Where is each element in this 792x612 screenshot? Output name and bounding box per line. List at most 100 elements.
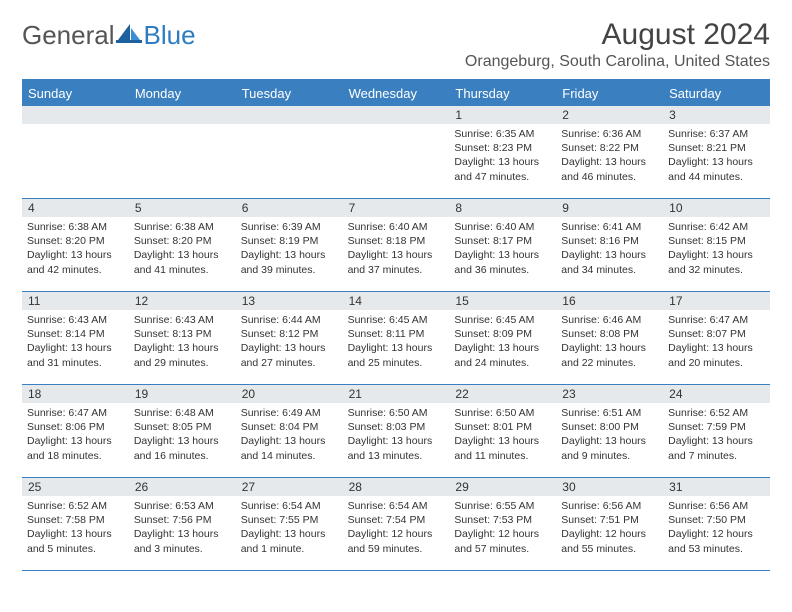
- day-number: [129, 106, 236, 124]
- sunset-text: Sunset: 7:55 PM: [241, 513, 338, 527]
- day-cell: 14Sunrise: 6:45 AMSunset: 8:11 PMDayligh…: [343, 292, 450, 384]
- day-cell: 18Sunrise: 6:47 AMSunset: 8:06 PMDayligh…: [22, 385, 129, 477]
- sunset-text: Sunset: 8:08 PM: [561, 327, 658, 341]
- day-number: 9: [556, 199, 663, 217]
- sunrise-text: Sunrise: 6:37 AM: [668, 127, 765, 141]
- daylight-text: Daylight: 13 hours and 31 minutes.: [27, 341, 124, 369]
- week-row: 18Sunrise: 6:47 AMSunset: 8:06 PMDayligh…: [22, 385, 770, 478]
- sunrise-text: Sunrise: 6:38 AM: [134, 220, 231, 234]
- daylight-text: Daylight: 12 hours and 59 minutes.: [348, 527, 445, 555]
- sunrise-text: Sunrise: 6:43 AM: [134, 313, 231, 327]
- day-body: Sunrise: 6:51 AMSunset: 8:00 PMDaylight:…: [556, 403, 663, 467]
- day-cell: 11Sunrise: 6:43 AMSunset: 8:14 PMDayligh…: [22, 292, 129, 384]
- sunset-text: Sunset: 7:56 PM: [134, 513, 231, 527]
- daylight-text: Daylight: 13 hours and 3 minutes.: [134, 527, 231, 555]
- daylight-text: Daylight: 13 hours and 11 minutes.: [454, 434, 551, 462]
- sail-icon: [116, 20, 142, 51]
- daylight-text: Daylight: 13 hours and 22 minutes.: [561, 341, 658, 369]
- day-body: [343, 124, 450, 194]
- sunrise-text: Sunrise: 6:56 AM: [668, 499, 765, 513]
- day-number: 20: [236, 385, 343, 403]
- daylight-text: Daylight: 13 hours and 14 minutes.: [241, 434, 338, 462]
- day-number: 17: [663, 292, 770, 310]
- day-number: 10: [663, 199, 770, 217]
- day-number: 29: [449, 478, 556, 496]
- sunrise-text: Sunrise: 6:38 AM: [27, 220, 124, 234]
- week-row: 4Sunrise: 6:38 AMSunset: 8:20 PMDaylight…: [22, 199, 770, 292]
- daylight-text: Daylight: 13 hours and 46 minutes.: [561, 155, 658, 183]
- day-cell-empty: [236, 106, 343, 198]
- day-cell: 26Sunrise: 6:53 AMSunset: 7:56 PMDayligh…: [129, 478, 236, 570]
- day-header: Saturday: [663, 81, 770, 106]
- day-cell-empty: [129, 106, 236, 198]
- day-cell: 5Sunrise: 6:38 AMSunset: 8:20 PMDaylight…: [129, 199, 236, 291]
- day-cell: 21Sunrise: 6:50 AMSunset: 8:03 PMDayligh…: [343, 385, 450, 477]
- sunset-text: Sunset: 8:23 PM: [454, 141, 551, 155]
- sunrise-text: Sunrise: 6:52 AM: [27, 499, 124, 513]
- sunrise-text: Sunrise: 6:45 AM: [454, 313, 551, 327]
- day-cell: 16Sunrise: 6:46 AMSunset: 8:08 PMDayligh…: [556, 292, 663, 384]
- sunset-text: Sunset: 7:54 PM: [348, 513, 445, 527]
- day-number: 2: [556, 106, 663, 124]
- daylight-text: Daylight: 13 hours and 9 minutes.: [561, 434, 658, 462]
- daylight-text: Daylight: 13 hours and 16 minutes.: [134, 434, 231, 462]
- day-body: Sunrise: 6:45 AMSunset: 8:09 PMDaylight:…: [449, 310, 556, 374]
- day-body: Sunrise: 6:46 AMSunset: 8:08 PMDaylight:…: [556, 310, 663, 374]
- day-cell: 13Sunrise: 6:44 AMSunset: 8:12 PMDayligh…: [236, 292, 343, 384]
- day-number: 13: [236, 292, 343, 310]
- sunrise-text: Sunrise: 6:53 AM: [134, 499, 231, 513]
- day-body: Sunrise: 6:54 AMSunset: 7:54 PMDaylight:…: [343, 496, 450, 560]
- day-body: Sunrise: 6:40 AMSunset: 8:18 PMDaylight:…: [343, 217, 450, 281]
- day-number: 8: [449, 199, 556, 217]
- day-cell: 24Sunrise: 6:52 AMSunset: 7:59 PMDayligh…: [663, 385, 770, 477]
- day-cell: 9Sunrise: 6:41 AMSunset: 8:16 PMDaylight…: [556, 199, 663, 291]
- day-cell: 31Sunrise: 6:56 AMSunset: 7:50 PMDayligh…: [663, 478, 770, 570]
- day-body: [22, 124, 129, 194]
- day-number: 1: [449, 106, 556, 124]
- logo-text-blue: Blue: [144, 20, 196, 51]
- sunrise-text: Sunrise: 6:50 AM: [348, 406, 445, 420]
- day-cell-empty: [22, 106, 129, 198]
- location-text: Orangeburg, South Carolina, United State…: [465, 53, 770, 71]
- day-cell: 8Sunrise: 6:40 AMSunset: 8:17 PMDaylight…: [449, 199, 556, 291]
- sunset-text: Sunset: 8:19 PM: [241, 234, 338, 248]
- day-body: Sunrise: 6:54 AMSunset: 7:55 PMDaylight:…: [236, 496, 343, 560]
- day-body: Sunrise: 6:44 AMSunset: 8:12 PMDaylight:…: [236, 310, 343, 374]
- day-cell: 29Sunrise: 6:55 AMSunset: 7:53 PMDayligh…: [449, 478, 556, 570]
- sunset-text: Sunset: 7:58 PM: [27, 513, 124, 527]
- day-body: Sunrise: 6:40 AMSunset: 8:17 PMDaylight:…: [449, 217, 556, 281]
- sunrise-text: Sunrise: 6:55 AM: [454, 499, 551, 513]
- daylight-text: Daylight: 13 hours and 5 minutes.: [27, 527, 124, 555]
- sunset-text: Sunset: 8:06 PM: [27, 420, 124, 434]
- daylight-text: Daylight: 13 hours and 13 minutes.: [348, 434, 445, 462]
- day-number: 18: [22, 385, 129, 403]
- day-header: Sunday: [22, 81, 129, 106]
- day-number: 27: [236, 478, 343, 496]
- day-number: 25: [22, 478, 129, 496]
- brand-logo: General Blue: [22, 20, 196, 51]
- sunrise-text: Sunrise: 6:49 AM: [241, 406, 338, 420]
- day-number: 3: [663, 106, 770, 124]
- sunset-text: Sunset: 8:16 PM: [561, 234, 658, 248]
- day-cell: 30Sunrise: 6:56 AMSunset: 7:51 PMDayligh…: [556, 478, 663, 570]
- day-cell: 25 Sunrise: 6:52 AMSunset: 7:58 PMDayligh…: [22, 478, 129, 570]
- day-body: Sunrise: 6:38 AMSunset: 8:20 PMDaylight:…: [129, 217, 236, 281]
- day-number: 12: [129, 292, 236, 310]
- sunrise-text: Sunrise: 6:36 AM: [561, 127, 658, 141]
- sunset-text: Sunset: 8:05 PM: [134, 420, 231, 434]
- sunrise-text: Sunrise: 6:42 AM: [668, 220, 765, 234]
- day-header: Tuesday: [236, 81, 343, 106]
- day-number: 5: [129, 199, 236, 217]
- day-header: Thursday: [449, 81, 556, 106]
- day-cell: 12Sunrise: 6:43 AMSunset: 8:13 PMDayligh…: [129, 292, 236, 384]
- day-number: 4: [22, 199, 129, 217]
- sunrise-text: Sunrise: 6:41 AM: [561, 220, 658, 234]
- sunset-text: Sunset: 8:04 PM: [241, 420, 338, 434]
- daylight-text: Daylight: 13 hours and 44 minutes.: [668, 155, 765, 183]
- day-body: Sunrise: 6:41 AMSunset: 8:16 PMDaylight:…: [556, 217, 663, 281]
- day-header-row: SundayMondayTuesdayWednesdayThursdayFrid…: [22, 81, 770, 106]
- sunset-text: Sunset: 8:11 PM: [348, 327, 445, 341]
- day-body: Sunrise: 6:39 AMSunset: 8:19 PMDaylight:…: [236, 217, 343, 281]
- sunrise-text: Sunrise: 6:54 AM: [348, 499, 445, 513]
- daylight-text: Daylight: 13 hours and 18 minutes.: [27, 434, 124, 462]
